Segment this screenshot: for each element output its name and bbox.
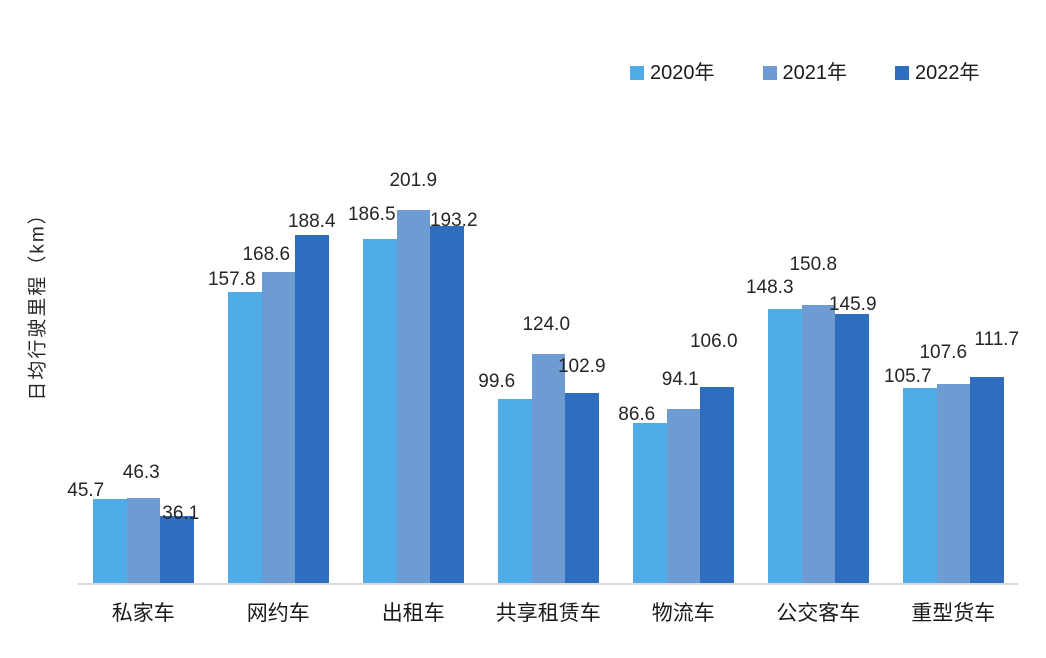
bar-2020年-公交客车 — [768, 309, 802, 583]
legend: 2020年 2021年 2022年 — [630, 63, 980, 83]
bar-value-label: 102.9 — [557, 356, 606, 378]
bar-2022年-私家车 — [160, 516, 194, 583]
x-axis-label-物流车: 物流车 — [651, 602, 715, 625]
x-axis-label-重型货车: 重型货车 — [911, 602, 996, 625]
x-axis-label-出租车: 出租车 — [381, 602, 445, 625]
bar-2021年-共享租赁车 — [531, 354, 565, 583]
bar-value-label: 36.1 — [162, 503, 200, 525]
bar-value-label: 201.9 — [389, 170, 438, 192]
legend-item-2021年: 2021年 — [762, 62, 848, 84]
bar-2020年-网约车 — [228, 291, 262, 583]
bar-2022年-公交客车 — [835, 313, 869, 583]
bar-2021年-公交客车 — [801, 304, 835, 583]
bar-value-label: 105.7 — [883, 365, 932, 387]
bar-2022年-出租车 — [430, 226, 464, 583]
y-axis-label: 日均行驶里程（km） — [27, 203, 49, 401]
bar-value-label: 86.6 — [618, 404, 656, 426]
bar-2022年-重型货车 — [970, 376, 1004, 583]
legend-label: 2021年 — [782, 62, 848, 84]
bar-2021年-出租车 — [396, 210, 430, 583]
legend-item-2020年: 2020年 — [630, 63, 715, 83]
bar-value-label: 107.6 — [919, 342, 968, 364]
x-axis-label-共享租赁车: 共享租赁车 — [495, 602, 601, 625]
bar-value-label: 193.2 — [429, 210, 478, 232]
legend-swatch-icon — [895, 66, 909, 80]
bar-value-label: 46.3 — [122, 461, 160, 483]
bar-value-label: 99.6 — [478, 371, 516, 393]
bar-2020年-出租车 — [363, 238, 397, 583]
bar-2021年-重型货车 — [936, 384, 970, 583]
bar-value-label: 124.0 — [522, 314, 571, 336]
bar-value-label: 188.4 — [287, 211, 336, 233]
bar-2020年-物流车 — [633, 423, 667, 583]
x-axis-label-私家车: 私家车 — [111, 602, 175, 625]
bar-2022年-网约车 — [295, 235, 329, 583]
legend-swatch-icon — [762, 66, 777, 80]
bar-value-label: 45.7 — [67, 479, 105, 501]
bar-2020年-共享租赁车 — [498, 399, 532, 583]
legend-item-2022年: 2022年 — [895, 63, 980, 83]
bar-2020年-重型货车 — [903, 387, 937, 583]
bar-value-label: 106.0 — [689, 331, 738, 353]
x-axis-label-网约车: 网约车 — [246, 602, 310, 625]
bar-value-label: 150.8 — [789, 253, 838, 275]
bar-value-label: 145.9 — [828, 293, 877, 315]
bar-2020年-私家车 — [93, 498, 127, 583]
bar-2022年-共享租赁车 — [565, 393, 599, 583]
bar-value-label: 157.8 — [207, 268, 256, 290]
bar-value-label: 94.1 — [661, 369, 699, 391]
bar-value-label: 186.5 — [347, 203, 396, 225]
bar-2022年-物流车 — [700, 387, 734, 583]
x-axis-labels: 私家车 网约车 出租车 共享租赁车 物流车 公交客车 重型货车 — [78, 603, 1018, 633]
x-axis-label-公交客车: 公交客车 — [776, 602, 861, 625]
plot-area: 45.7 157.8 186.5 99.6 86.6 148.3 105.7 46.3 168.… — [67, 140, 1020, 585]
legend-label: 2020年 — [650, 62, 715, 84]
legend-label: 2022年 — [915, 62, 980, 84]
bar-2021年-私家车 — [126, 497, 160, 583]
bar-2021年-网约车 — [261, 271, 295, 583]
legend-swatch-icon — [630, 66, 644, 80]
bar-value-label: 168.6 — [242, 243, 291, 265]
bar-value-label: 148.3 — [745, 277, 794, 299]
bar-2021年-物流车 — [666, 409, 700, 583]
bar-value-label: 111.7 — [974, 328, 1020, 350]
